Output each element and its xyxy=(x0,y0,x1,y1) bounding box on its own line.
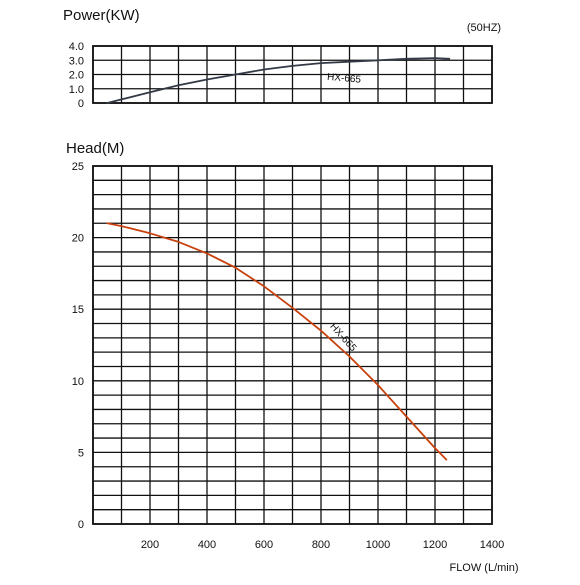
power-y-tick-label: 3.0 xyxy=(69,55,84,67)
head-y-tick-label: 0 xyxy=(78,519,84,531)
power-curve-hx-665 xyxy=(106,57,451,104)
head-x-tick-label: 1400 xyxy=(480,539,504,551)
power-y-tick-label: 0 xyxy=(78,98,84,110)
head-x-tick-label: 800 xyxy=(312,539,330,551)
head-y-tick-label: 5 xyxy=(78,447,84,459)
power-y-tick-label: 4.0 xyxy=(69,41,84,53)
head-y-tick-label: 15 xyxy=(72,304,84,316)
flow-axis-label: FLOW (L/min) xyxy=(449,562,518,574)
power-title: Power(KW) xyxy=(63,7,140,24)
head-title: Head(M) xyxy=(66,140,124,157)
head-y-tick-label: 20 xyxy=(72,233,84,245)
head-x-tick-label: 1000 xyxy=(366,539,390,551)
head-y-tick-label: 25 xyxy=(72,161,84,173)
head-curve-hx-665 xyxy=(106,222,448,461)
head-x-tick-label: 200 xyxy=(141,539,159,551)
head-plot-frame xyxy=(92,165,493,525)
power-plot-frame xyxy=(92,45,493,104)
head-x-tick-label: 1200 xyxy=(423,539,447,551)
head-y-tick-label: 10 xyxy=(72,376,84,388)
head-x-tick-label: 600 xyxy=(255,539,273,551)
power-y-tick-label: 2.0 xyxy=(69,70,84,82)
frequency-annotation: (50HZ) xyxy=(467,22,501,34)
power-y-tick-label: 1.0 xyxy=(69,84,84,96)
head-x-tick-label: 400 xyxy=(198,539,216,551)
power-curve-label: HX-665 xyxy=(327,72,362,86)
